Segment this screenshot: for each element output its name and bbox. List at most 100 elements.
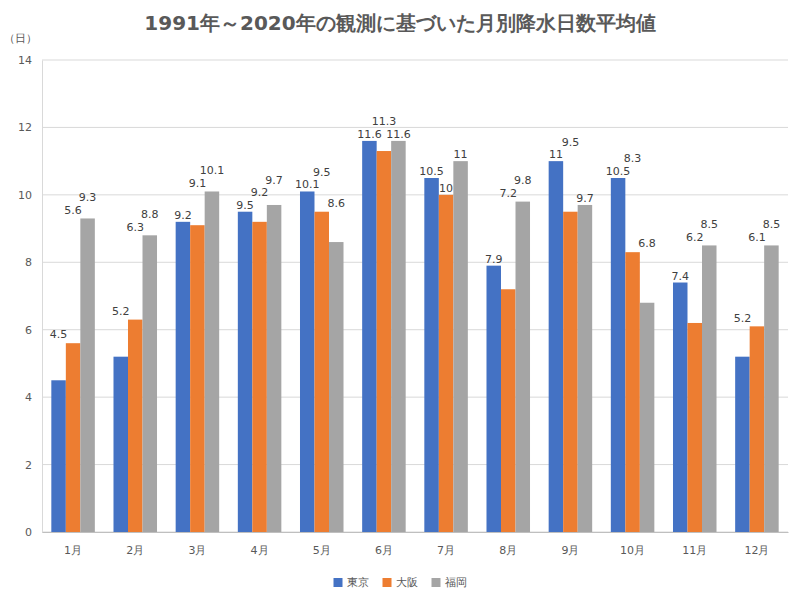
x-tick-label: 4月 — [251, 544, 269, 557]
y-tick-label: 2 — [25, 459, 32, 472]
bar — [673, 283, 688, 532]
bar — [362, 141, 377, 532]
x-tick: 8月 — [499, 532, 517, 557]
bar — [51, 380, 66, 532]
bar — [329, 242, 344, 532]
y-tick: 0 — [25, 526, 42, 539]
data-label: 5.6 — [64, 204, 82, 217]
y-tick-label: 0 — [25, 526, 32, 539]
bar — [314, 212, 329, 532]
chart-title: 1991年～2020年の観測に基づいた月別降水日数平均値 — [144, 11, 655, 35]
data-label: 4.5 — [50, 328, 68, 341]
x-tick: 6月 — [375, 532, 393, 557]
data-label: 6.8 — [638, 237, 656, 250]
legend-label: 大阪 — [396, 576, 418, 589]
bar — [687, 323, 702, 532]
y-tick-label: 6 — [25, 324, 32, 337]
data-label: 11.6 — [386, 128, 411, 141]
bar — [625, 252, 640, 532]
bar — [113, 357, 128, 532]
grid-line — [42, 194, 788, 195]
chart-container: 1991年～2020年の観測に基づいた月別降水日数平均値 （日） 0 2 4 6 8 10 12… — [0, 0, 800, 600]
data-label: 10 — [439, 182, 453, 195]
data-label: 10.5 — [606, 165, 631, 178]
bar — [143, 235, 158, 532]
data-label: 7.9 — [485, 253, 503, 266]
legend-swatch — [432, 578, 441, 587]
bar — [611, 178, 626, 532]
data-label: 11.6 — [357, 128, 382, 141]
bar — [66, 343, 81, 532]
x-tick: 12月 — [744, 532, 769, 557]
x-tick: 5月 — [313, 532, 331, 557]
x-tick-label: 11月 — [682, 544, 707, 557]
data-label: 5.2 — [734, 312, 752, 325]
x-tick-label: 1月 — [64, 544, 82, 557]
data-label: 9.5 — [562, 136, 580, 149]
x-tick-label: 10月 — [620, 544, 645, 557]
y-axis-label: （日） — [4, 32, 37, 45]
data-label: 6.1 — [748, 231, 766, 244]
legend-item: 東京 — [334, 576, 369, 589]
chart-svg: 1991年～2020年の観測に基づいた月別降水日数平均値 （日） 0 2 4 6 8 10 12… — [0, 0, 800, 600]
data-label: 9.7 — [576, 192, 594, 205]
x-tick: 2月 — [126, 532, 144, 557]
data-label: 9.5 — [236, 199, 254, 212]
y-tick: 12 — [18, 121, 42, 134]
x-tick: 3月 — [188, 532, 206, 557]
x-tick-label: 5月 — [313, 544, 331, 557]
y-tick-label: 14 — [18, 54, 32, 67]
x-tick: 1月 — [64, 532, 82, 557]
y-axis: 0 2 4 6 8 10 12 14 — [18, 54, 43, 539]
legend-item: 大阪 — [383, 576, 418, 589]
bar — [640, 303, 655, 532]
bar — [735, 357, 750, 532]
x-tick-label: 2月 — [126, 544, 144, 557]
x-tick-label: 12月 — [744, 544, 769, 557]
data-label: 8.5 — [763, 218, 781, 231]
data-label: 9.5 — [313, 166, 331, 179]
legend-swatch — [383, 578, 392, 587]
data-label: 10.1 — [200, 164, 225, 177]
data-label: 11.3 — [372, 115, 397, 128]
y-tick: 8 — [25, 256, 42, 269]
bar — [252, 222, 267, 532]
data-label: 9.1 — [189, 177, 207, 190]
bar — [190, 225, 205, 532]
bar — [501, 289, 516, 532]
data-label: 11 — [454, 148, 468, 161]
y-tick: 4 — [25, 391, 42, 404]
x-tick: 11月 — [682, 532, 707, 557]
x-tick-label: 8月 — [499, 544, 517, 557]
x-tick: 7月 — [437, 532, 455, 557]
bar — [453, 161, 468, 532]
bar — [238, 212, 253, 532]
bar — [300, 191, 315, 532]
bars — [51, 141, 778, 532]
bar — [205, 191, 220, 532]
y-tick: 14 — [18, 54, 42, 67]
data-label: 9.2 — [251, 186, 269, 199]
data-label: 6.3 — [127, 221, 145, 234]
y-tick-label: 12 — [18, 121, 32, 134]
x-tick-label: 6月 — [375, 544, 393, 557]
data-labels: 4.55.69.35.26.38.89.29.110.19.59.29.710.… — [50, 115, 780, 341]
data-label: 9.8 — [514, 174, 532, 187]
bar — [486, 266, 501, 532]
bar — [439, 195, 454, 532]
bar — [424, 178, 439, 532]
bar — [563, 212, 578, 532]
y-tick: 10 — [18, 189, 42, 202]
bar — [702, 245, 717, 532]
x-tick: 4月 — [251, 532, 269, 557]
data-label: 10.1 — [295, 178, 320, 191]
x-tick: 9月 — [561, 532, 579, 557]
grid-line — [42, 127, 788, 128]
legend: 東京大阪福岡 — [334, 576, 467, 589]
grid — [42, 60, 788, 532]
data-label: 8.8 — [141, 208, 159, 221]
data-label: 9.7 — [265, 174, 283, 187]
data-label: 8.5 — [701, 218, 719, 231]
y-tick-label: 4 — [25, 391, 32, 404]
data-label: 8.6 — [328, 197, 346, 210]
